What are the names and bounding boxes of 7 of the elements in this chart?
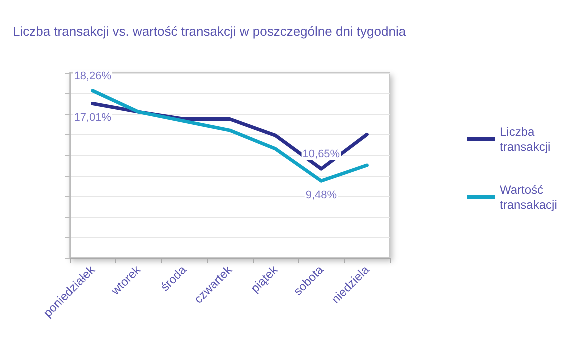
data-label: 17,01%	[74, 112, 112, 124]
chart-title: Liczba transakcji vs. wartość transakcji w poszczególne dni tygodnia	[13, 24, 407, 39]
data-label: 9,48%	[306, 190, 338, 202]
legend-label: Liczba transakcji	[500, 125, 551, 154]
data-label: 10,65%	[302, 148, 340, 161]
legend-label: Wartość transakacji	[500, 183, 558, 212]
data-label: 18,26%	[74, 70, 112, 82]
